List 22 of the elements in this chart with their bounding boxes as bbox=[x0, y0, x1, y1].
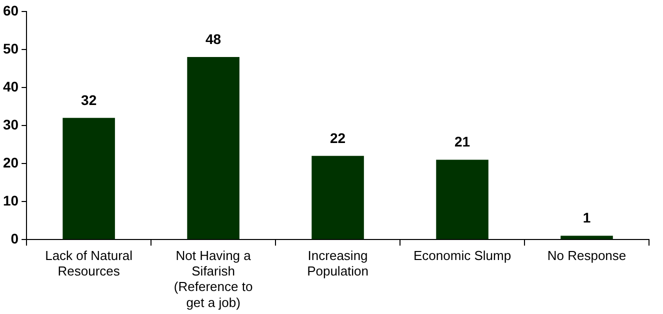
y-tick-label: 40 bbox=[2, 78, 19, 94]
bar bbox=[312, 156, 364, 240]
x-tick-label: Lack of Natural Resources bbox=[45, 248, 133, 279]
y-tick-label: 50 bbox=[2, 40, 19, 56]
data-label: 48 bbox=[206, 30, 222, 47]
bar bbox=[560, 236, 613, 240]
x-tick-label: Increasing Population bbox=[307, 248, 369, 279]
x-tick-label: No Response bbox=[547, 248, 626, 263]
y-tick-label: 10 bbox=[2, 192, 19, 208]
y-tick-label: 30 bbox=[2, 116, 19, 132]
bar bbox=[187, 57, 240, 240]
y-tick-label: 0 bbox=[10, 230, 19, 246]
bar bbox=[436, 160, 488, 240]
x-tick-label: Economic Slump bbox=[414, 248, 512, 263]
bar bbox=[62, 118, 115, 240]
data-label: 22 bbox=[330, 130, 346, 146]
x-tick-label: Not Having a Sifarish (Reference to get a job) bbox=[174, 248, 253, 310]
y-tick-label: 60 bbox=[2, 2, 19, 18]
y-tick-label: 20 bbox=[2, 154, 19, 170]
data-label: 21 bbox=[454, 134, 470, 150]
data-label: 1 bbox=[582, 210, 591, 226]
data-label: 32 bbox=[81, 92, 97, 108]
